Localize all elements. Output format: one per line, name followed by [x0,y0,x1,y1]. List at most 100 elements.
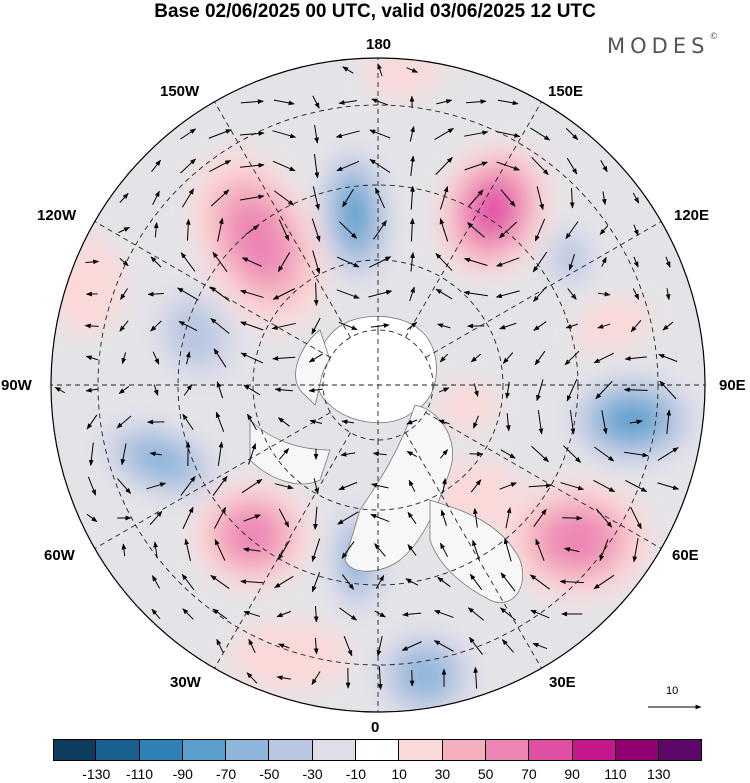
wind-arrow [341,419,355,425]
wind-arrow [633,256,639,268]
wind-arrow [498,221,517,239]
wind-arrow [434,128,455,140]
wind-arrow [371,482,389,489]
colorbar-tick-label: -90 [172,766,193,782]
wind-arrow [119,257,129,267]
wind-arrow [500,572,516,592]
wind-arrow [406,67,419,73]
positive-anomaly [474,187,512,233]
wind-arrow [210,189,230,207]
wind-arrow [240,162,265,168]
wind-arrow [469,573,483,591]
lon-label-60w: 60W [44,547,75,564]
wind-arrow [441,478,447,494]
colorbar-swatch [312,739,357,761]
wind-arrow [593,446,615,462]
wind-arrow [116,478,132,494]
wind-arrow [151,608,161,620]
wind-arrow [375,187,385,209]
wind-arrow [435,252,453,271]
wind-arrow [530,609,550,619]
wind-arrow [496,257,520,267]
meridian-line [94,412,331,549]
map-boundary [50,57,706,713]
wind-arrow [313,154,320,179]
wind-arrow [463,290,488,297]
positive-anomaly [438,380,498,430]
wind-arrow [146,482,167,490]
wind-arrow [566,157,578,175]
wind-arrow [153,541,159,559]
wind-arrow [496,161,520,171]
wind-arrow [437,323,451,329]
wind-arrow [86,414,98,430]
wind-arrow [343,636,353,657]
wind-arrow [183,384,193,396]
wind-arrow [658,354,678,362]
wind-arrow [376,636,383,657]
wind-arrow [278,219,290,242]
wind-arrow [150,320,162,332]
wind-arrow [314,124,319,144]
wind-arrow [410,155,415,176]
colorbar [53,739,703,761]
lon-label-0: 0 [371,719,380,736]
wind-arrow [149,510,163,526]
wind-arrow [377,63,383,77]
wind-arrow [243,384,261,396]
wind-arrow [407,511,417,525]
colorbar-swatch [139,739,183,761]
wind-arrow [503,537,512,562]
wind-arrow [473,415,479,429]
wind-arrow [86,513,98,523]
wind-arrow [601,410,608,435]
wind-arrow [593,479,616,493]
wind-arrow [340,451,356,457]
wind-arrow [185,351,191,365]
wind-arrow [337,511,359,525]
wind-arrow [625,479,648,493]
wind-arrow [149,451,162,457]
wind-arrow [209,286,230,302]
wind-arrow [536,186,544,211]
wind-arrow [409,125,415,142]
wind-arrow [473,383,479,398]
wind-arrow [214,506,226,529]
wind-arrow [435,288,453,300]
wind-arrow [335,130,360,139]
wind-arrow [374,543,386,557]
wind-arrow [85,387,98,393]
wind-arrow [180,475,196,496]
wind-arrow [473,666,479,689]
lon-label-120w: 120W [37,207,77,224]
wind-arrow [276,675,291,681]
wind-arrow [438,419,450,425]
wind-arrow [278,508,290,528]
wind-arrow [311,572,321,593]
wind-arrow [311,317,321,335]
wind-arrow [402,611,422,617]
wind-arrow [242,547,261,552]
wind-arrow [151,575,161,589]
colorbar-swatch [442,739,486,761]
wind-arrow [665,288,671,301]
wind-arrow [624,451,649,458]
wind-arrow [212,251,228,273]
wind-arrow [410,185,415,210]
wind-arrow [528,483,552,489]
meridian-line [405,432,542,669]
wind-arrow [497,99,519,106]
wind-arrow [87,476,97,496]
wind-arrow [537,410,544,435]
wind-arrow [505,507,512,529]
wind-arrow [433,640,454,652]
wind-arrow [601,256,607,267]
wind-arrow [601,191,607,206]
wind-arrow [369,256,392,268]
wind-arrow [277,540,291,561]
wind-arrow [272,130,297,139]
wind-arrow [121,543,127,557]
wind-arrow [216,638,224,653]
wind-arrow [336,160,360,172]
